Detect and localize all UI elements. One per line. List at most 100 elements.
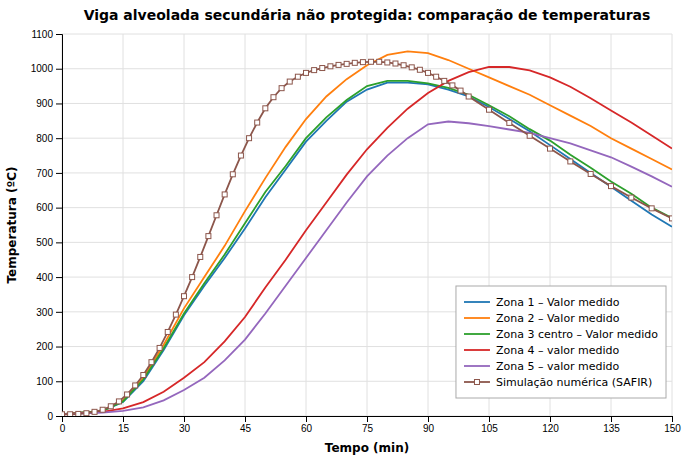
legend-label: Zona 3 centro – Valor medido — [496, 328, 658, 341]
x-tick-mark — [184, 416, 185, 422]
x-tick-label: 135 — [603, 423, 620, 434]
chart: 0153045607590105120135150010020030040050… — [0, 0, 690, 462]
y-axis: 0 100 200 300 400 500 600 700 800 900 1000 1100 — [31, 29, 63, 422]
y-tick-label: 0 — [47, 411, 53, 422]
series-marker — [157, 345, 162, 350]
legend-item: Zona 1 – Valor medido — [464, 296, 620, 309]
series-line — [62, 83, 672, 415]
y-tick-label: 300 — [36, 307, 53, 318]
legend-label: Simulação numérica (SAFIR) — [496, 376, 652, 389]
y-tick-mark — [56, 69, 62, 70]
y-tick-label: 500 — [36, 237, 53, 248]
series-line — [62, 62, 672, 414]
x-tick: 105 — [481, 416, 498, 434]
y-tick: 0 — [47, 411, 62, 422]
y-tick-mark — [56, 103, 62, 104]
y-tick-mark — [56, 347, 62, 348]
y-tick-mark — [56, 277, 62, 278]
series-marker — [141, 373, 146, 378]
series-marker — [92, 409, 97, 414]
y-tick-mark — [56, 208, 62, 209]
y-tick: 100 — [36, 376, 62, 387]
series-marker — [434, 74, 439, 79]
grid-line-y — [62, 242, 672, 243]
y-tick-label: 800 — [36, 133, 53, 144]
grid-line-y — [62, 138, 672, 139]
series-line — [62, 81, 672, 414]
legend-swatch — [464, 301, 490, 303]
grid-line-y — [62, 207, 672, 208]
series-line — [62, 67, 672, 414]
y-tick-label: 600 — [36, 202, 53, 213]
x-tick: 75 — [362, 416, 374, 434]
series-marker — [76, 411, 81, 416]
series-marker — [84, 411, 89, 416]
x-tick-label: 150 — [664, 423, 681, 434]
series-marker — [336, 62, 341, 67]
series-marker — [165, 329, 170, 334]
series-marker — [190, 275, 195, 280]
series-marker — [287, 79, 292, 84]
legend-item: Zona 4 – valor medido — [464, 344, 620, 357]
series-marker — [588, 171, 593, 176]
x-tick: 60 — [301, 416, 313, 434]
series-marker — [417, 67, 422, 72]
series-marker — [230, 172, 235, 177]
series-marker — [548, 146, 553, 151]
legend-box — [456, 286, 666, 398]
series-marker — [458, 88, 463, 93]
series-marker — [466, 94, 471, 99]
y-tick: 1100 — [31, 29, 62, 40]
y-tick-label: 700 — [36, 168, 53, 179]
series-marker — [255, 120, 260, 125]
x-tick-mark — [306, 416, 307, 422]
grid-line-x — [428, 34, 429, 416]
y-tick: 1000 — [31, 63, 62, 74]
series-marker — [369, 59, 374, 64]
legend-label: Zona 1 – Valor medido — [496, 296, 620, 309]
x-tick: 120 — [542, 416, 559, 434]
series-marker — [182, 294, 187, 299]
legend-swatch — [464, 365, 490, 367]
x-tick-label: 0 — [60, 423, 66, 434]
y-tick: 300 — [36, 307, 62, 318]
y-tick-label: 200 — [36, 341, 53, 352]
series-marker — [401, 63, 406, 68]
x-tick: 30 — [179, 416, 191, 434]
series-marker — [125, 392, 130, 397]
series-marker — [609, 184, 614, 189]
series-marker — [304, 70, 309, 75]
series-marker — [222, 192, 227, 197]
legend-item: Zona 3 centro – Valor medido — [464, 328, 658, 341]
y-tick: 500 — [36, 237, 62, 248]
legend-label: Zona 5 – valor medido — [496, 360, 620, 373]
x-tick: 135 — [603, 416, 620, 434]
x-tick: 45 — [240, 416, 252, 434]
series-marker — [100, 407, 105, 412]
y-tick-mark — [56, 173, 62, 174]
series-marker — [352, 60, 357, 65]
x-tick: 15 — [118, 416, 130, 434]
legend-item: Zona 5 – valor medido — [464, 360, 620, 373]
x-tick: 0 — [60, 416, 66, 434]
y-tick: 900 — [36, 98, 62, 109]
series-marker — [487, 107, 492, 112]
series-marker — [68, 412, 73, 416]
x-tick-label: 15 — [118, 423, 130, 434]
series-marker — [173, 312, 178, 317]
series-line — [62, 51, 672, 414]
y-tick: 400 — [36, 272, 62, 283]
y-tick: 700 — [36, 168, 62, 179]
x-tick-mark — [550, 416, 551, 422]
grid-line-y — [62, 277, 672, 278]
series-marker — [238, 153, 243, 158]
y-tick-mark — [56, 312, 62, 313]
grid-line-x — [672, 34, 673, 416]
x-tick-mark — [123, 416, 124, 422]
series-marker — [133, 383, 138, 388]
y-tick-label: 1100 — [31, 29, 53, 40]
legend-label: Zona 4 – valor medido — [496, 344, 620, 357]
series-marker — [649, 206, 654, 211]
series-line — [62, 122, 672, 415]
x-tick-label: 30 — [179, 423, 191, 434]
